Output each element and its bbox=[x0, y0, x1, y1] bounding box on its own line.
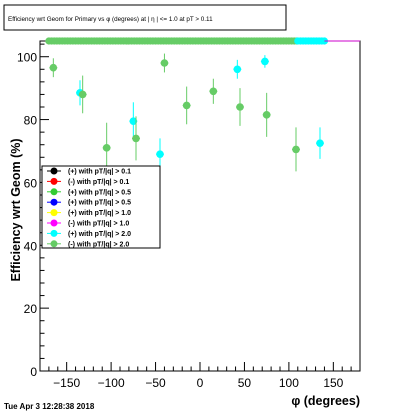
legend-label: (+) with pT/|q| > 2.0 bbox=[68, 231, 131, 238]
x-tick-label: 100 bbox=[279, 376, 299, 390]
data-point bbox=[78, 90, 87, 99]
y-tick-label: 80 bbox=[24, 114, 38, 128]
chart-title: Efficiency wrt Geom for Primary vs φ (de… bbox=[8, 16, 213, 23]
legend-marker bbox=[50, 167, 58, 175]
data-points bbox=[49, 53, 324, 173]
legend-box bbox=[41, 165, 161, 249]
data-point bbox=[182, 101, 191, 110]
data-point bbox=[209, 87, 218, 96]
title-box: Efficiency wrt Geom for Primary vs φ (de… bbox=[3, 4, 287, 31]
y-axis-label: Efficiency wrt Geom (%) bbox=[9, 138, 23, 281]
data-point bbox=[316, 139, 324, 147]
y-tick-label: 60 bbox=[24, 176, 38, 190]
y-tick-label: 0 bbox=[30, 365, 37, 379]
data-point bbox=[102, 144, 111, 152]
data-point bbox=[160, 59, 169, 67]
x-tick-label: −100 bbox=[98, 376, 125, 390]
legend-marker bbox=[50, 229, 58, 237]
data-point bbox=[233, 65, 242, 74]
saturated-band bbox=[45, 37, 360, 45]
legend-marker bbox=[50, 240, 58, 248]
data-point bbox=[129, 117, 138, 125]
data-point bbox=[156, 150, 164, 158]
legend-label: (+) with pT/|q| > 0.5 bbox=[68, 189, 131, 196]
legend-marker bbox=[50, 219, 58, 227]
y-tick-label: 40 bbox=[24, 239, 38, 253]
data-point bbox=[236, 103, 244, 111]
x-axis-label: φ (degrees) bbox=[291, 394, 360, 408]
legend-label: (-) with pT/|q| > 0.1 bbox=[68, 179, 129, 186]
legend-label: (-) with pT/|q| > 2.0 bbox=[68, 241, 129, 248]
data-point bbox=[262, 111, 271, 119]
data-point bbox=[292, 145, 300, 154]
y-axis: 0 20 40 60 80 100 bbox=[17, 43, 49, 379]
x-tick-label: −50 bbox=[145, 376, 166, 390]
legend-marker bbox=[50, 198, 58, 206]
x-tick-label: 150 bbox=[323, 376, 343, 390]
y-tick-label: 100 bbox=[17, 51, 37, 65]
data-point bbox=[49, 63, 58, 72]
legend-marker bbox=[50, 188, 58, 196]
legend: (+) with pT/|q| > 0.1 (-) with pT/|q| > 0… bbox=[41, 165, 161, 249]
timestamp: Tue Apr 3 12:28:38 2018 bbox=[4, 402, 95, 411]
legend-marker bbox=[50, 209, 58, 217]
legend-label: (+) with pT/|q| > 1.0 bbox=[68, 210, 131, 217]
legend-label: (+) with pT/|q| > 0.5 bbox=[68, 200, 131, 207]
x-tick-label: −150 bbox=[53, 376, 80, 390]
x-tick-label: 0 bbox=[197, 376, 204, 390]
data-point bbox=[132, 134, 140, 143]
legend-label: (-) with pT/|q| > 1.0 bbox=[68, 221, 129, 228]
x-axis: −150 −100 −50 0 50 100 150 bbox=[39, 362, 361, 390]
legend-label: (+) with pT/|q| > 0.1 bbox=[68, 169, 131, 176]
legend-marker bbox=[50, 177, 58, 185]
data-point bbox=[261, 57, 269, 66]
y-tick-label: 20 bbox=[24, 302, 38, 316]
x-tick-label: 50 bbox=[238, 376, 252, 390]
